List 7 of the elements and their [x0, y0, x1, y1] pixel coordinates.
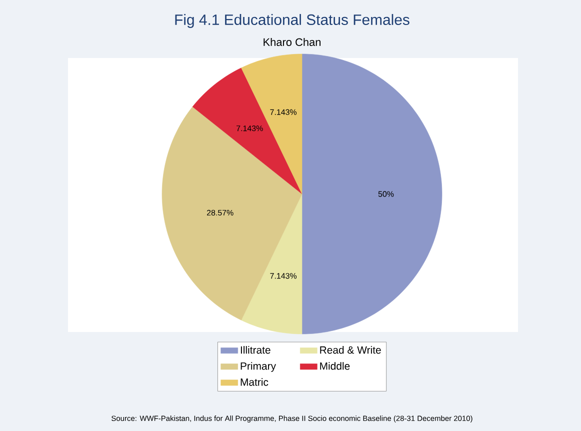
- legend-label: Primary: [240, 362, 276, 372]
- chart-title: Fig 4.1 Educational Status Females: [175, 14, 410, 28]
- chart-subtitle: Kharo Chan: [264, 38, 321, 46]
- legend-label: Middle: [320, 362, 350, 370]
- legend-label: Illitrate: [240, 346, 270, 354]
- legend-label: Matric: [240, 378, 268, 386]
- legend-label: Read & Write: [320, 346, 381, 354]
